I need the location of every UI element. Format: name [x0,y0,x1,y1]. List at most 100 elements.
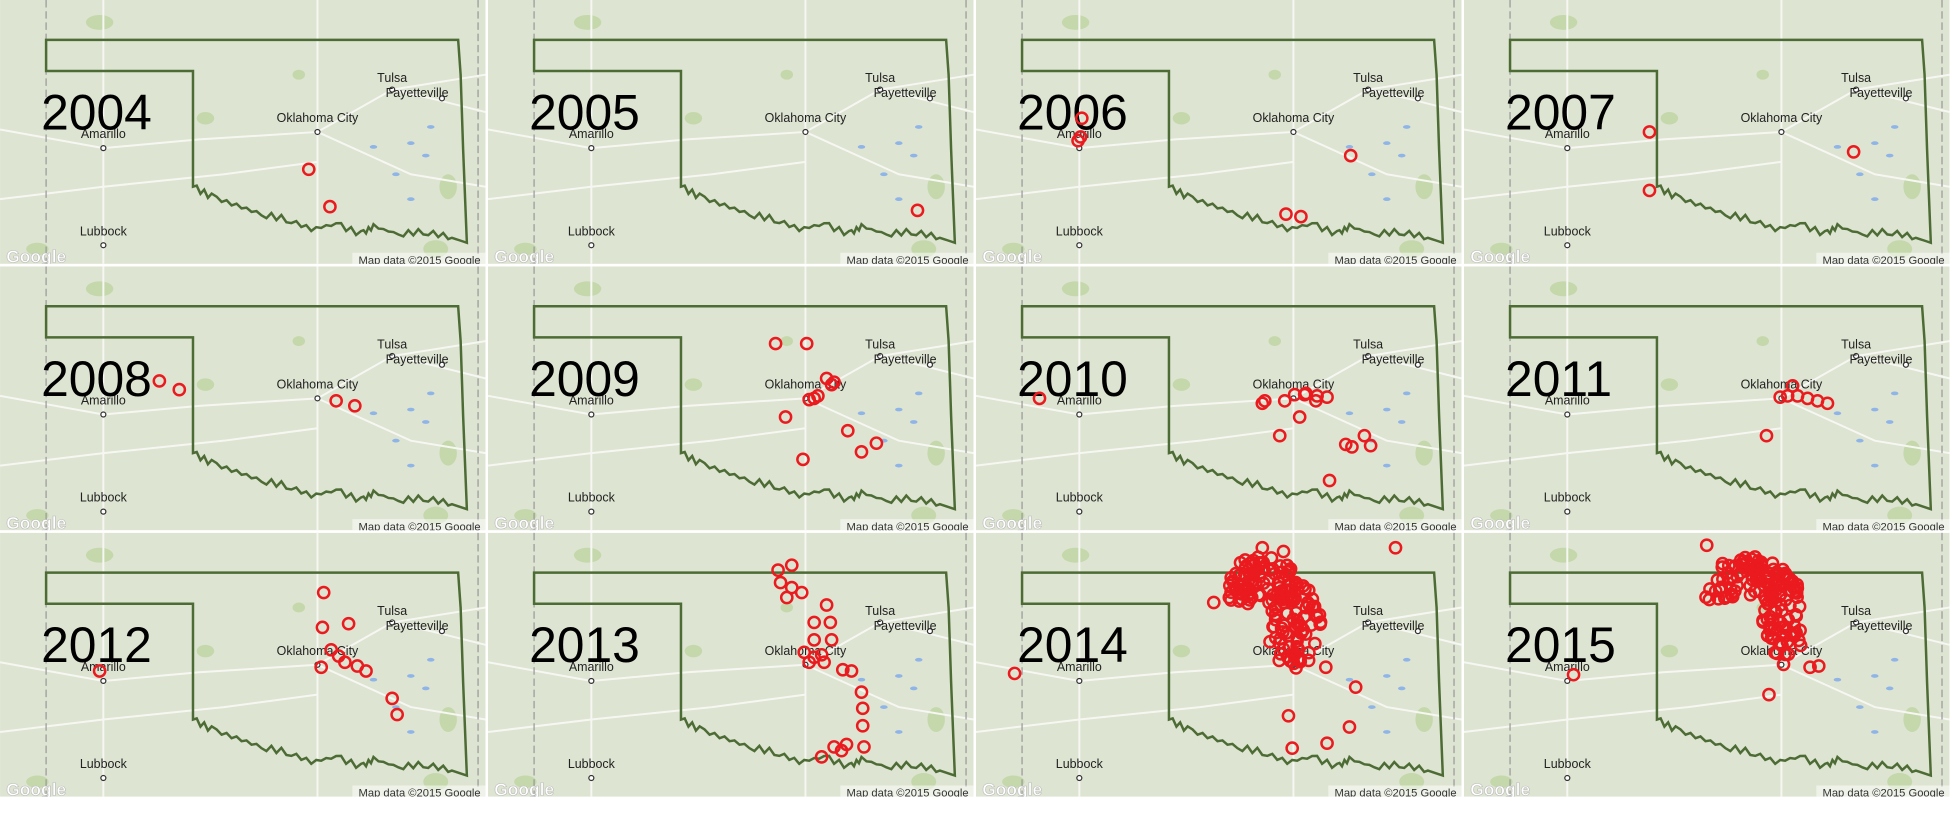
lake [915,391,923,396]
park-area [1172,644,1191,658]
park-area [514,775,537,788]
lake [1383,730,1391,734]
map-attribution: Map data ©2015 Google [1822,255,1944,267]
city-label: Amarillo [81,394,126,408]
road [1463,340,1950,416]
earthquake-marker [1759,428,1774,443]
lake [1368,172,1376,177]
google-logo: Google [1470,247,1530,267]
earthquake-marker [827,375,841,390]
earthquake-marker [1288,619,1303,634]
city-label: Lubbock [568,224,616,238]
city-dot [877,619,884,626]
earthquake-marker [835,662,850,677]
earthquake-marker [314,660,329,675]
earthquake-marker [1363,438,1378,453]
earthquake-marker [1338,437,1353,452]
park-area [1490,242,1513,256]
earthquake-marker [1342,720,1357,734]
map-background [0,266,486,531]
road [1781,663,1950,721]
lake [1871,463,1879,468]
lake [1402,657,1411,662]
park-area [780,69,794,80]
road [976,340,1462,416]
lake [1383,463,1391,468]
park-area [1415,440,1433,466]
map-attribution: Map data ©2015 Google [359,788,481,800]
city-dot [1564,774,1571,782]
earthquake-marker [1760,612,1775,626]
earthquake-marker [1272,428,1287,443]
earthquake-marker [1276,544,1291,559]
oklahoma-outline [1020,38,1445,245]
park-area [85,14,114,30]
city-label: Fayetteville [386,619,449,633]
city-label: Fayetteville [386,86,449,100]
road [976,606,1462,682]
city-dot [1852,619,1860,626]
lake [915,657,923,662]
road [1367,355,1462,380]
lake [895,197,903,202]
park-area [927,174,945,200]
city-label: Lubbock [1056,491,1104,505]
park-area [1549,14,1578,30]
earthquake-marker [1318,660,1333,675]
road [879,621,974,646]
park-area [1660,112,1679,125]
city-label: Fayetteville [1362,619,1425,633]
lake [369,145,378,149]
earthquake-marker [1728,559,1742,574]
park-area [573,281,602,297]
road [0,427,318,467]
oklahoma-outline [1508,38,1933,245]
earthquake-marker [1032,391,1047,406]
earthquake-marker [1300,595,1315,610]
city-dot [1290,128,1297,136]
city-dot [1365,86,1372,93]
earthquake-marker [1820,396,1835,411]
earthquake-marker [338,655,352,670]
attribution-bg [1328,252,1462,264]
google-logo: Google [494,513,554,533]
lake [857,145,866,149]
lake [1368,705,1376,709]
lake [392,172,400,177]
city-label: Amarillo [1057,660,1102,674]
city-dot [1564,411,1571,418]
park-area [1756,336,1769,347]
park-area [439,174,457,200]
map-attribution: Map data ©2015 Google [1822,521,1944,533]
earthquake-marker [768,336,783,351]
oklahoma-outline [532,38,957,245]
park-area [1002,775,1025,788]
road [805,131,974,188]
map-background [976,266,1462,531]
earthquake-marker [824,633,839,647]
city-label: Lubbock [1056,757,1104,771]
earthquake-marker [1388,540,1403,555]
lake [1833,145,1842,149]
map-attribution: Map data ©2015 Google [1335,521,1457,533]
earthquake-marker [1778,647,1792,662]
earthquake-marker [1781,570,1795,585]
road [1855,355,1950,380]
earthquake-marker [799,336,814,351]
city-label: Oklahoma City [1741,111,1823,125]
city-label: Oklahoma City [765,111,847,125]
city-dot [926,628,934,635]
park-area [1268,69,1281,80]
city-label: Amarillo [569,660,614,674]
google-logo: Google [494,779,554,799]
lake [1885,686,1894,691]
city-dot [1778,128,1785,136]
earthquake-marker [1285,741,1300,756]
lake [407,141,415,146]
earthquake-marker [817,655,831,670]
